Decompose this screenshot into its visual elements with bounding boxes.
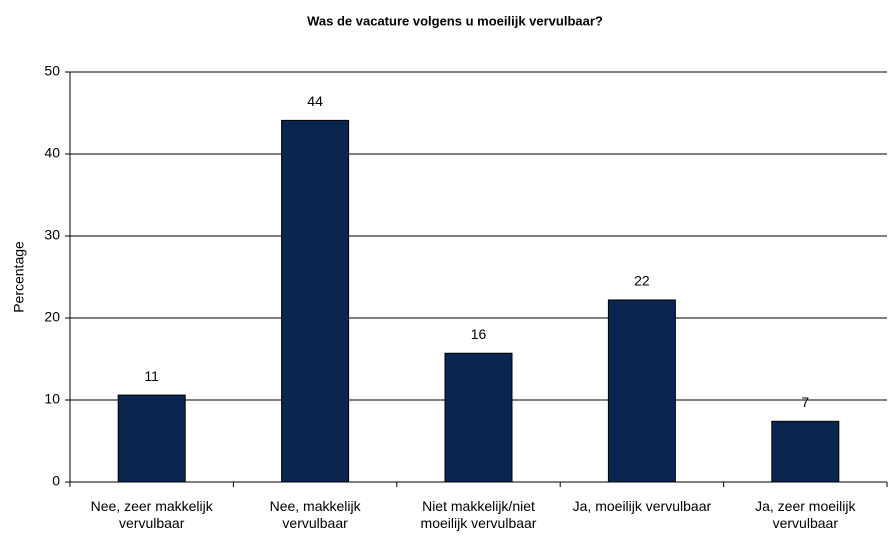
data-label: 16 (471, 326, 487, 342)
y-tick-label: 20 (44, 309, 60, 325)
data-label: 11 (144, 368, 159, 384)
bar (117, 394, 186, 483)
x-tick-label: Niet makkelijk/niet moeilijk vervulbaar (420, 498, 537, 531)
data-label: 22 (634, 273, 650, 289)
y-tick-label: 50 (44, 63, 60, 79)
y-tick-label: 30 (44, 227, 60, 243)
y-tick-label: 10 (44, 391, 60, 407)
data-label: 44 (307, 93, 323, 109)
y-axis-label: Percentage (11, 241, 27, 313)
y-tick-label: 40 (44, 145, 60, 161)
bar (607, 299, 676, 483)
x-tick-label: Nee, zeer makkelijk vervulbaar (90, 498, 213, 531)
y-tick-label: 0 (52, 473, 60, 489)
bar (771, 420, 840, 483)
bar (281, 119, 350, 483)
bar (444, 352, 513, 483)
x-tick-label: Nee, makkelijk vervulbaar (269, 498, 361, 531)
x-tick-label: Ja, moeilijk vervulbaar (572, 498, 712, 514)
x-tick-label: Ja, zeer moeilijk vervulbaar (755, 498, 856, 531)
chart-title: Was de vacature volgens u moeilijk vervu… (307, 13, 603, 28)
data-label: 7 (801, 394, 809, 410)
